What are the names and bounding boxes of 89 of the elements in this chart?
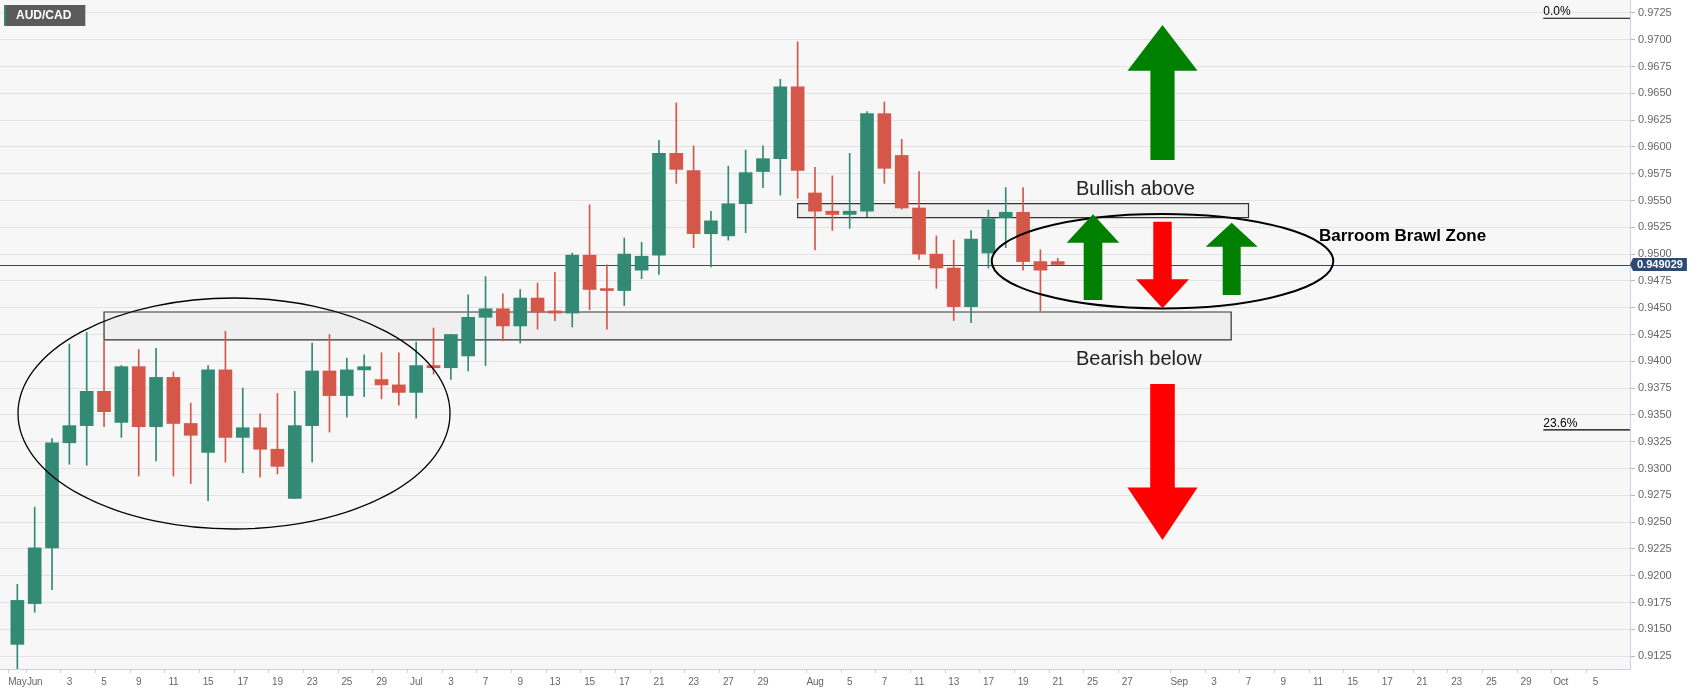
x-tick-label: 25 <box>1087 675 1099 687</box>
x-tick-label: Aug <box>806 675 824 687</box>
x-tick-label: 11 <box>914 675 925 687</box>
candlestick <box>842 152 857 229</box>
x-tick-label: 13 <box>549 675 561 687</box>
x-tick-label: 13 <box>948 675 960 687</box>
x-tick-label: 5 <box>846 675 853 687</box>
x-tick-label: 9 <box>1280 675 1287 687</box>
x-tick-label: 19 <box>272 675 284 687</box>
x-tick-label: 11 <box>168 675 180 687</box>
y-tick-label: 0.9300 <box>1638 461 1672 474</box>
y-tick-label: 0.9600 <box>1638 139 1672 152</box>
y-tick-label: 0.9700 <box>1638 32 1672 45</box>
y-tick-label: 0.9475 <box>1638 273 1672 286</box>
y-tick-label: 0.9575 <box>1638 166 1672 179</box>
y-tick-label: 0.9725 <box>1638 5 1672 18</box>
x-tick-label: 21 <box>653 675 665 687</box>
x-tick-label: 21 <box>1416 675 1428 687</box>
x-tick-label: 9 <box>136 675 143 687</box>
candlestick <box>183 402 198 484</box>
x-tick-label: 7 <box>482 675 489 687</box>
text: AUD/CAD <box>16 8 72 23</box>
candlestick <box>392 352 406 406</box>
x-tick-label: 23 <box>306 675 319 687</box>
x-tick-label: 7 <box>881 675 888 687</box>
y-tick-label: 0.9150 <box>1638 622 1672 635</box>
series-label: 23.6% <box>1543 415 1578 430</box>
x-tick-label: 3 <box>66 675 73 687</box>
x-tick-label: 27 <box>722 675 735 687</box>
x-tick-label: May <box>8 675 27 687</box>
y-tick-label: 0.9325 <box>1638 434 1672 447</box>
candlestick <box>669 102 684 184</box>
x-tick-label: Jul <box>410 675 423 687</box>
x-tick-label: Oct <box>1553 675 1569 687</box>
y-tick-label: 0.9525 <box>1638 220 1672 233</box>
x-tick-label: 15 <box>1347 675 1359 687</box>
candlestick <box>235 387 250 474</box>
y-tick-label: 0.9625 <box>1638 113 1672 126</box>
y-tick-label: 0.9400 <box>1638 354 1672 367</box>
y-tick-label: 0.9225 <box>1638 541 1672 554</box>
x-tick-label: 17 <box>983 675 995 687</box>
x-tick-label: 23 <box>1451 675 1463 687</box>
x-tick-label: Jun <box>26 675 43 687</box>
x-tick-label: 29 <box>1520 675 1532 687</box>
y-tick-label: 0.9200 <box>1638 568 1672 581</box>
x-tick-label: 11 <box>1312 675 1324 687</box>
x-tick-label: 3 <box>1211 675 1218 687</box>
x-tick-label: Sep <box>1170 675 1189 687</box>
x-tick-label: 5 <box>1592 675 1599 687</box>
x-tick-label: 27 <box>1121 675 1134 687</box>
candlestick <box>998 187 1013 248</box>
x-tick-label: 5 <box>101 675 108 687</box>
y-tick-label: 0.9175 <box>1638 595 1672 608</box>
y-tick-label: 0.9350 <box>1638 407 1672 420</box>
candlestick <box>97 340 111 428</box>
y-tick-label: 0.9425 <box>1638 327 1672 340</box>
x-tick-label: 9 <box>517 675 524 687</box>
x-tick-label: 15 <box>202 675 215 687</box>
x-tick-label: 7 <box>1245 675 1252 687</box>
x-tick-label: 29 <box>757 675 769 687</box>
y-tick-label: 0.9275 <box>1638 488 1672 501</box>
candlestick <box>600 264 614 330</box>
series-label: 0.0% <box>1543 4 1571 19</box>
candlestick <box>808 166 822 251</box>
candlestick <box>704 210 718 268</box>
x-tick-label: 29 <box>376 675 388 687</box>
x-tick-label: 19 <box>1017 675 1030 687</box>
x-tick-label: 25 <box>341 675 353 687</box>
x-tick-label: 25 <box>1485 675 1498 687</box>
y-tick-label: 0.9125 <box>1638 649 1672 662</box>
x-tick-label: 17 <box>1381 675 1394 687</box>
band-label: Bearish below <box>1076 346 1203 369</box>
y-tick-label: 0.9250 <box>1638 515 1672 528</box>
x-tick-label: 3 <box>448 675 455 687</box>
y-tick-label: 0.9450 <box>1638 300 1672 313</box>
x-tick-label: 23 <box>688 675 700 687</box>
y-tick-label: 0.9550 <box>1638 193 1672 206</box>
ref-line-label: 0.949029 <box>1637 258 1683 271</box>
x-tick-label: 21 <box>1052 675 1064 687</box>
y-tick-label: 0.9375 <box>1638 381 1672 394</box>
x-tick-label: 15 <box>584 675 596 687</box>
y-tick-label: 0.9500 <box>1638 247 1672 260</box>
x-tick-label: 17 <box>618 675 631 687</box>
candlestick <box>357 354 371 398</box>
annotation: Barroom Brawl Zone <box>1319 226 1487 245</box>
y-tick-label: 0.9650 <box>1638 86 1672 99</box>
band-label: Bullish above <box>1076 176 1195 199</box>
x-tick-label: 17 <box>237 675 249 687</box>
y-tick-label: 0.9675 <box>1638 59 1672 72</box>
